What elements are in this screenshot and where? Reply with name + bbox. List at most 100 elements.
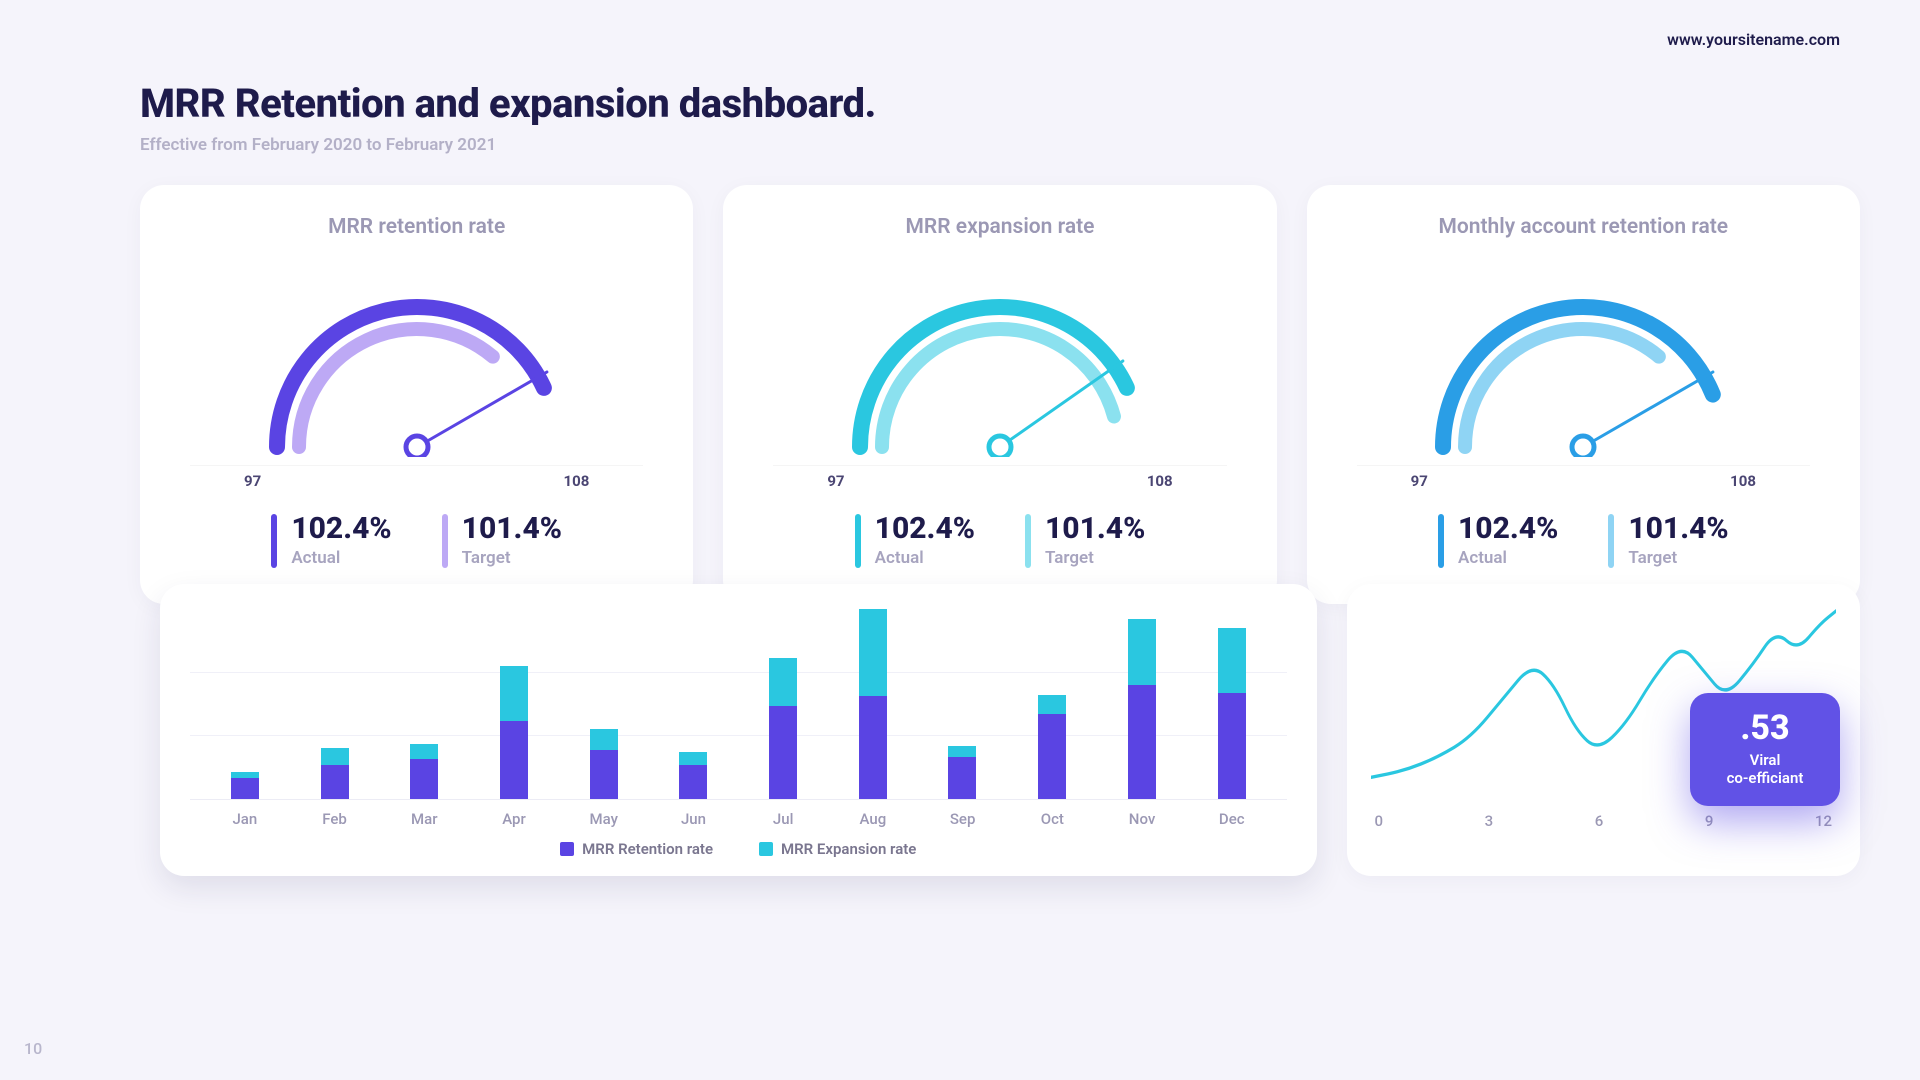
bar-column	[769, 658, 797, 799]
bar-retention	[948, 757, 976, 799]
legend-swatch-expansion	[759, 842, 773, 856]
line-x-tick: 6	[1595, 812, 1604, 830]
gauge-row: MRR retention rate 97 108 102.4% Actual	[140, 185, 1860, 604]
legend-expansion: MRR Expansion rate	[759, 840, 916, 858]
bar-x-label: Sep	[918, 810, 1008, 828]
bar-column	[231, 772, 259, 799]
gauge-title: MRR expansion rate	[753, 215, 1246, 239]
bar-chart-legend: MRR Retention rate MRR Expansion rate	[190, 840, 1287, 858]
bar-retention	[1128, 685, 1156, 799]
line-x-tick: 9	[1705, 812, 1714, 830]
kpi-target-label: Target	[1045, 548, 1145, 568]
bar-retention	[500, 721, 528, 799]
bar-x-label: Dec	[1187, 810, 1277, 828]
bar-expansion	[948, 746, 976, 757]
kpi-target-label: Target	[462, 548, 562, 568]
kpi-actual: 102.4% Actual	[1438, 514, 1558, 568]
bar-column	[321, 748, 349, 799]
bar-x-label: Feb	[290, 810, 380, 828]
page-title: MRR Retention and expansion dashboard.	[140, 80, 1860, 127]
kpi-target-value: 101.4%	[462, 514, 562, 544]
kpi-target-value: 101.4%	[1628, 514, 1728, 544]
bar-retention	[679, 765, 707, 799]
bar-column	[410, 744, 438, 799]
bar-x-label: Jan	[200, 810, 290, 828]
gauge-card: MRR expansion rate 97 108 102.4% Actual	[723, 185, 1276, 604]
legend-label-expansion: MRR Expansion rate	[781, 840, 916, 858]
bar-expansion	[859, 609, 887, 696]
bar-expansion	[769, 658, 797, 706]
line-x-tick: 3	[1485, 812, 1494, 830]
bar-expansion	[1218, 628, 1246, 693]
viral-label: Viralco-efficiant	[1714, 751, 1816, 789]
gauge-svg	[1403, 257, 1763, 457]
page-number: 10	[24, 1039, 42, 1058]
bar-column	[590, 729, 618, 799]
bar-column	[500, 666, 528, 799]
bar-x-label: Apr	[469, 810, 559, 828]
line-chart-card: 0 3 6 9 12 .53 Viralco-efficiant	[1347, 584, 1860, 876]
kpi-target-value: 101.4%	[1045, 514, 1145, 544]
bar-expansion	[410, 744, 438, 759]
bar-x-label: Aug	[828, 810, 918, 828]
kpi-actual-value: 102.4%	[291, 514, 391, 544]
bar-expansion	[1038, 695, 1066, 714]
bar-x-label: Jun	[649, 810, 739, 828]
gauge-svg	[820, 257, 1180, 457]
bar-column	[1038, 695, 1066, 800]
bottom-row: JanFebMarAprMayJunJulAugSepOctNovDec MRR…	[140, 584, 1860, 876]
kpi-target-label: Target	[1628, 548, 1728, 568]
line-x-tick: 0	[1375, 812, 1384, 830]
kpi-actual-label: Actual	[875, 548, 975, 568]
bar-retention	[769, 706, 797, 799]
page-subtitle: Effective from February 2020 to February…	[140, 135, 1860, 155]
gauge-card: MRR retention rate 97 108 102.4% Actual	[140, 185, 693, 604]
bar-column	[1218, 628, 1246, 799]
bar-retention	[321, 765, 349, 799]
kpi-actual-label: Actual	[1458, 548, 1558, 568]
bar-chart-card: JanFebMarAprMayJunJulAugSepOctNovDec MRR…	[160, 584, 1317, 876]
bar-expansion	[590, 729, 618, 750]
bar-retention	[1218, 693, 1246, 799]
bar-chart	[190, 610, 1287, 800]
bar-expansion	[1128, 619, 1156, 686]
bar-expansion	[679, 752, 707, 765]
kpi-actual: 102.4% Actual	[855, 514, 975, 568]
kpi-target: 101.4% Target	[1025, 514, 1145, 568]
line-x-tick: 12	[1815, 812, 1832, 830]
site-url: www.yoursitename.com	[1667, 30, 1840, 49]
legend-label-retention: MRR Retention rate	[582, 840, 713, 858]
viral-coefficient-badge: .53 Viralco-efficiant	[1690, 693, 1840, 807]
gauge-title: MRR retention rate	[170, 215, 663, 239]
legend-retention: MRR Retention rate	[560, 840, 713, 858]
gauge-max: 108	[1147, 472, 1173, 490]
page-header: MRR Retention and expansion dashboard. E…	[140, 80, 1860, 155]
bar-column	[948, 746, 976, 799]
bar-retention	[859, 696, 887, 799]
viral-value: .53	[1714, 711, 1816, 745]
gauge-max: 108	[1730, 472, 1756, 490]
bar-retention	[590, 750, 618, 799]
gauge-card: Monthly account retention rate 97 108 10…	[1307, 185, 1860, 604]
kpi-target: 101.4% Target	[442, 514, 562, 568]
gauge-min: 97	[244, 472, 261, 490]
gauge-svg	[237, 257, 597, 457]
bar-x-label: Oct	[1007, 810, 1097, 828]
bar-expansion	[500, 666, 528, 721]
bar-x-label: May	[559, 810, 649, 828]
gauge-min: 97	[1411, 472, 1428, 490]
bar-column	[1128, 619, 1156, 800]
bar-chart-x-labels: JanFebMarAprMayJunJulAugSepOctNovDec	[190, 800, 1287, 828]
gauge-title: Monthly account retention rate	[1337, 215, 1830, 239]
line-chart-x-labels: 0 3 6 9 12	[1371, 804, 1836, 830]
bar-retention	[1038, 714, 1066, 800]
gauge-max: 108	[564, 472, 590, 490]
bar-x-label: Mar	[379, 810, 469, 828]
kpi-actual: 102.4% Actual	[271, 514, 391, 568]
kpi-actual-label: Actual	[291, 548, 391, 568]
bar-expansion	[321, 748, 349, 765]
kpi-actual-value: 102.4%	[1458, 514, 1558, 544]
gauge-min: 97	[827, 472, 844, 490]
bar-retention	[231, 778, 259, 799]
bar-x-label: Nov	[1097, 810, 1187, 828]
